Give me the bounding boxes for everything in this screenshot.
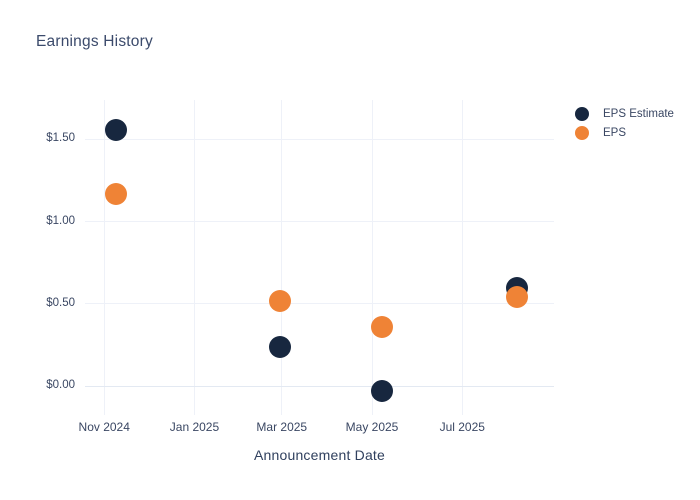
eps-point[interactable]: [371, 315, 394, 338]
legend-item: EPS: [575, 126, 674, 140]
legend-item: EPS Estimate: [575, 107, 674, 121]
x-tick-label: Jan 2025: [169, 420, 220, 434]
x-tick-label: Nov 2024: [78, 420, 130, 434]
x-gridline: [461, 100, 463, 415]
y-gridline: [85, 221, 554, 223]
eps-estimate-point[interactable]: [105, 118, 128, 141]
x-axis-title: Announcement Date: [253, 447, 386, 463]
x-gridline: [281, 100, 283, 415]
eps-estimate-point[interactable]: [269, 335, 292, 358]
y-gridline: [85, 138, 554, 140]
y-tick-label: $0.00: [46, 379, 75, 392]
legend-label: EPS Estimate: [603, 108, 674, 120]
eps-point[interactable]: [269, 289, 292, 312]
y-tick-label: $1.00: [46, 214, 75, 227]
chart-title: Earnings History: [36, 33, 153, 50]
x-tick-label: May 2025: [345, 420, 399, 434]
y-tick-label: $1.50: [46, 132, 75, 145]
y-gridline: [85, 303, 554, 305]
zero-gridline: [85, 385, 554, 387]
legend-marker-icon: [575, 126, 589, 140]
x-tick-label: Mar 2025: [256, 420, 308, 434]
eps-point[interactable]: [105, 182, 128, 205]
plot-area: [85, 100, 554, 415]
x-gridline: [371, 100, 373, 415]
x-gridline: [103, 100, 105, 415]
y-tick-label: $0.50: [46, 296, 75, 309]
legend: EPS Estimate EPS: [575, 107, 674, 140]
legend-marker-icon: [575, 107, 589, 121]
eps-estimate-point[interactable]: [371, 380, 394, 403]
legend-label: EPS: [603, 127, 627, 139]
x-tick-label: Jul 2025: [439, 420, 485, 434]
x-gridline: [193, 100, 195, 415]
eps-point[interactable]: [506, 286, 528, 309]
